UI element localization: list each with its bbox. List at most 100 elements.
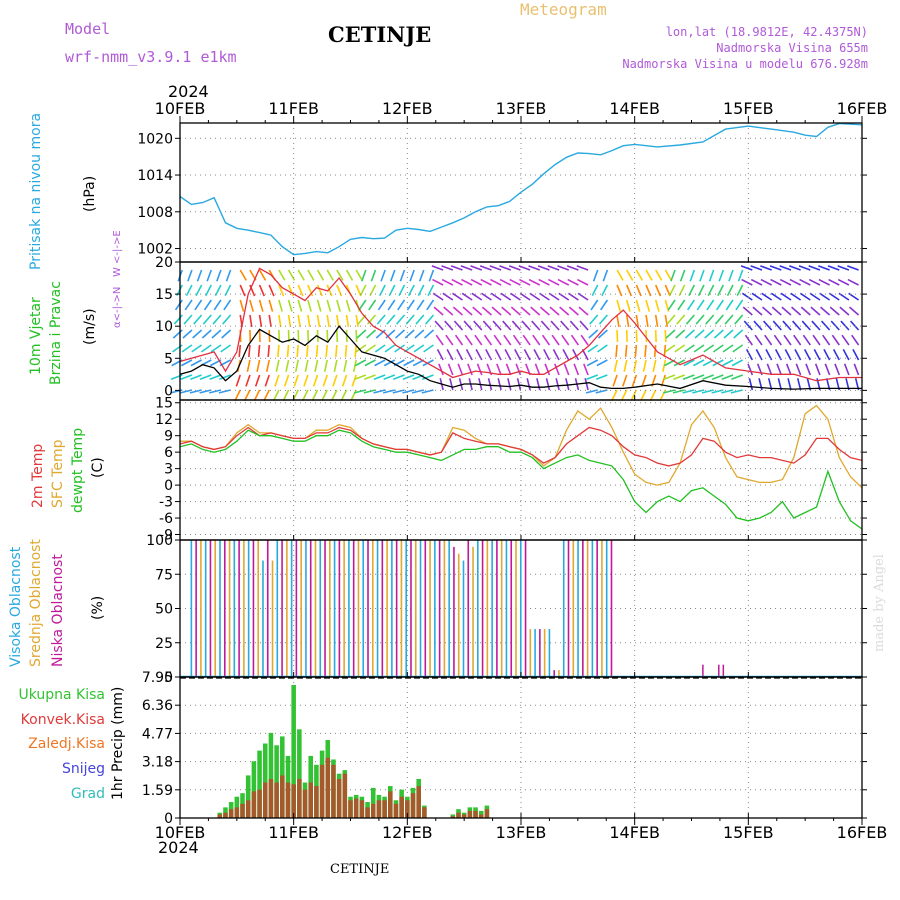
wind-arrow — [732, 344, 744, 353]
wind-arrow — [199, 389, 212, 394]
wind-arrow — [482, 320, 493, 331]
precip-conv-bar — [405, 800, 410, 818]
wind-arrow — [374, 344, 386, 353]
wind-arrow — [552, 349, 560, 361]
precip-ytick-label: 3.18 — [142, 755, 173, 771]
wind-arrow — [182, 329, 193, 339]
wind-arrow — [813, 349, 821, 361]
wind-arrow — [780, 292, 792, 301]
wind-arrow — [373, 374, 386, 381]
wind-arrow — [354, 389, 367, 394]
wind-arrow — [191, 344, 203, 353]
wind-arrow — [707, 284, 715, 297]
wind-arrow — [695, 314, 705, 325]
wind-arrow — [613, 359, 618, 372]
wind-arrow — [174, 299, 183, 311]
wind-arrow — [713, 329, 724, 339]
cloud-ytick-label: 50 — [155, 602, 173, 618]
wind-arrow — [216, 269, 222, 282]
wind-arrow — [734, 314, 744, 325]
wind-arrow — [272, 389, 280, 402]
wind-arrow — [253, 389, 261, 402]
wind-arrow — [673, 359, 686, 367]
x-tick-label-bottom: 10FEB — [155, 823, 206, 842]
wind-arrow — [360, 269, 367, 282]
wind-arrow — [522, 334, 531, 346]
wind-arrow — [245, 374, 251, 387]
wind-arrow — [316, 314, 321, 327]
wind-arrow — [530, 306, 541, 316]
wind-arrow — [355, 269, 363, 281]
wind-arrow — [364, 359, 376, 367]
wind-arrow — [692, 389, 705, 394]
wind-arrow — [688, 284, 696, 297]
wind-arrow — [499, 265, 512, 271]
wind-arrow — [173, 314, 183, 325]
wind-arrow — [471, 292, 483, 301]
wind-arrow — [393, 374, 405, 381]
wind-arrow — [387, 299, 396, 311]
wind-arrow — [761, 292, 773, 301]
wind-arrow — [490, 292, 502, 301]
precip-conv-bar — [331, 764, 336, 818]
wind-arrow — [213, 299, 222, 311]
wind-arrow — [773, 334, 782, 346]
wind-arrow — [736, 284, 744, 297]
wind-arrow — [316, 269, 325, 281]
wind-arrow — [509, 278, 521, 286]
precip-ytick-label: 7.95 — [142, 670, 173, 686]
wind-arrow — [692, 374, 705, 381]
wind-arrow — [760, 278, 772, 286]
precip-conv-bar — [348, 800, 353, 818]
wind-arrow — [392, 389, 405, 394]
wind-arrow — [701, 389, 714, 394]
wind-arrow — [565, 378, 570, 391]
wind-arrow — [505, 363, 512, 376]
wind-arrow — [601, 284, 609, 297]
precip-conv-bar — [376, 800, 382, 818]
wind-arrow — [366, 329, 377, 339]
wind-arrow — [451, 278, 463, 286]
wind-arrow — [312, 374, 319, 387]
wind-arrow — [356, 329, 367, 339]
wind-arrow — [685, 314, 695, 325]
wind-arrow — [183, 314, 193, 325]
wind-arrow — [355, 344, 367, 353]
wind-arrow — [754, 334, 763, 346]
wind-arrow — [771, 306, 782, 316]
wind-arrow — [201, 329, 212, 339]
wind-arrow — [519, 292, 531, 301]
wind-arrow — [450, 265, 463, 271]
wind-arrow — [595, 374, 608, 381]
wind-arrow — [316, 299, 322, 312]
wind-arrow — [810, 306, 821, 316]
precip-conv-bar — [314, 786, 319, 818]
wind-arrow — [849, 320, 860, 331]
wind-arrow — [202, 314, 212, 325]
wind-arrow — [416, 299, 425, 311]
wind-arrow — [750, 278, 763, 286]
wind-arrow — [683, 359, 695, 367]
wind-arrow — [725, 299, 734, 311]
legend-frozen-rain: Zaledj.Kisa — [28, 736, 105, 752]
wind-arrow — [747, 363, 754, 376]
precip-total-bar — [274, 745, 279, 818]
wind-arrow — [399, 269, 406, 282]
wind-arrow — [325, 344, 328, 358]
wind-arrow — [323, 359, 328, 372]
wind-arrow — [275, 359, 280, 372]
wind-arrow — [750, 265, 763, 271]
temp-2m-line — [179, 426, 863, 467]
wind-arrow — [521, 320, 531, 331]
wind-arrow — [554, 363, 560, 376]
wind-arrow — [223, 299, 232, 311]
wind-arrow — [827, 265, 840, 271]
precip-total-bar — [370, 787, 376, 818]
wind-arrow — [741, 292, 753, 301]
wind-arrow — [277, 344, 280, 358]
wind-arrow — [417, 284, 425, 297]
wind-arrow — [568, 292, 579, 301]
wind-arrow — [799, 278, 811, 286]
wind-arrow — [722, 344, 734, 353]
wind-arrow — [664, 269, 673, 281]
